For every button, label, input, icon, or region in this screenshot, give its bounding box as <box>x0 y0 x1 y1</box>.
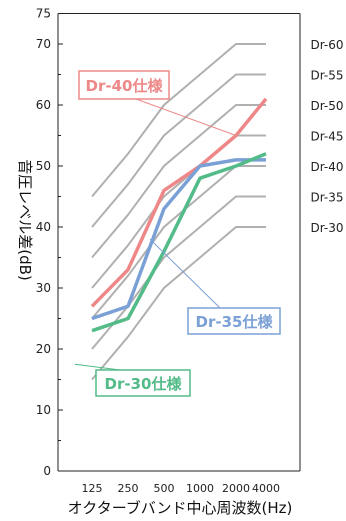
callout-box-dr-35-spec <box>187 307 281 335</box>
reference-curve-label-dr-55: Dr-55 <box>310 69 343 83</box>
y-tick-label: 30 <box>36 281 51 295</box>
series-lines <box>90 97 268 333</box>
series-label-dr-40-spec: Dr-40仕様 <box>86 77 164 95</box>
series-line-dr-30-spec <box>91 152 267 333</box>
x-tick-label: 500 <box>154 482 175 495</box>
reference-curve-dr-30 <box>91 226 266 381</box>
x-tick-label: 250 <box>118 482 139 495</box>
axes: 0 10 20 30 40 50 60 70 75 125 250 500 1000 2000 4000 <box>36 7 301 495</box>
reference-curve-dr-35 <box>91 195 266 350</box>
reference-curve-label-dr-50: Dr-50 <box>310 99 343 113</box>
y-tick-label: 75 <box>36 7 51 21</box>
y-tick-label: 20 <box>36 342 51 356</box>
reference-curve-dr-60 <box>91 43 266 198</box>
x-tick-label: 4000 <box>252 482 280 495</box>
x-tick-label: 2000 <box>222 482 250 495</box>
y-tick-label: 10 <box>36 403 51 417</box>
series-callouts: Dr-40仕様 Dr-35仕様 Dr-30仕様 <box>74 70 281 397</box>
y-axis-label: 音圧レベル差(dB) <box>16 159 34 281</box>
callout-leader-dr-30-spec <box>74 363 121 371</box>
y-tick-label: 40 <box>36 220 51 234</box>
x-tick-label: 125 <box>82 482 103 495</box>
y-tick-label: 50 <box>36 159 51 173</box>
reference-curve-dr-45 <box>91 134 266 289</box>
callout-box-dr-40-spec <box>78 70 170 100</box>
reference-curve-label-dr-60: Dr-60 <box>310 38 343 52</box>
callout-leader-dr-40-spec <box>135 98 237 136</box>
y-tick-label: 70 <box>36 37 51 51</box>
series-label-dr-30-spec: Dr-30仕様 <box>105 375 183 393</box>
series-label-dr-35-spec: Dr-35仕様 <box>196 313 274 331</box>
reference-curve-label-dr-45: Dr-45 <box>310 130 343 144</box>
callout-box-dr-30-spec <box>95 369 191 397</box>
x-axis-label: オクターブバンド中心周波数(Hz) <box>68 499 293 517</box>
reference-curve-label-dr-40: Dr-40 <box>310 160 343 174</box>
series-line-dr-40-spec <box>90 97 268 308</box>
y-tick-label: 60 <box>36 98 51 112</box>
reference-curve-label-dr-30: Dr-30 <box>310 221 343 235</box>
reference-curve-dr-50 <box>91 104 266 259</box>
series-line-dr-35-spec <box>91 158 266 321</box>
callout-leader-dr-35-spec <box>149 238 221 309</box>
y-tick-label: 0 <box>43 464 51 478</box>
reference-curve-dr-55 <box>91 73 266 228</box>
x-tick-label: 1000 <box>186 482 214 495</box>
reference-curve-label-dr-35: Dr-35 <box>310 191 343 205</box>
